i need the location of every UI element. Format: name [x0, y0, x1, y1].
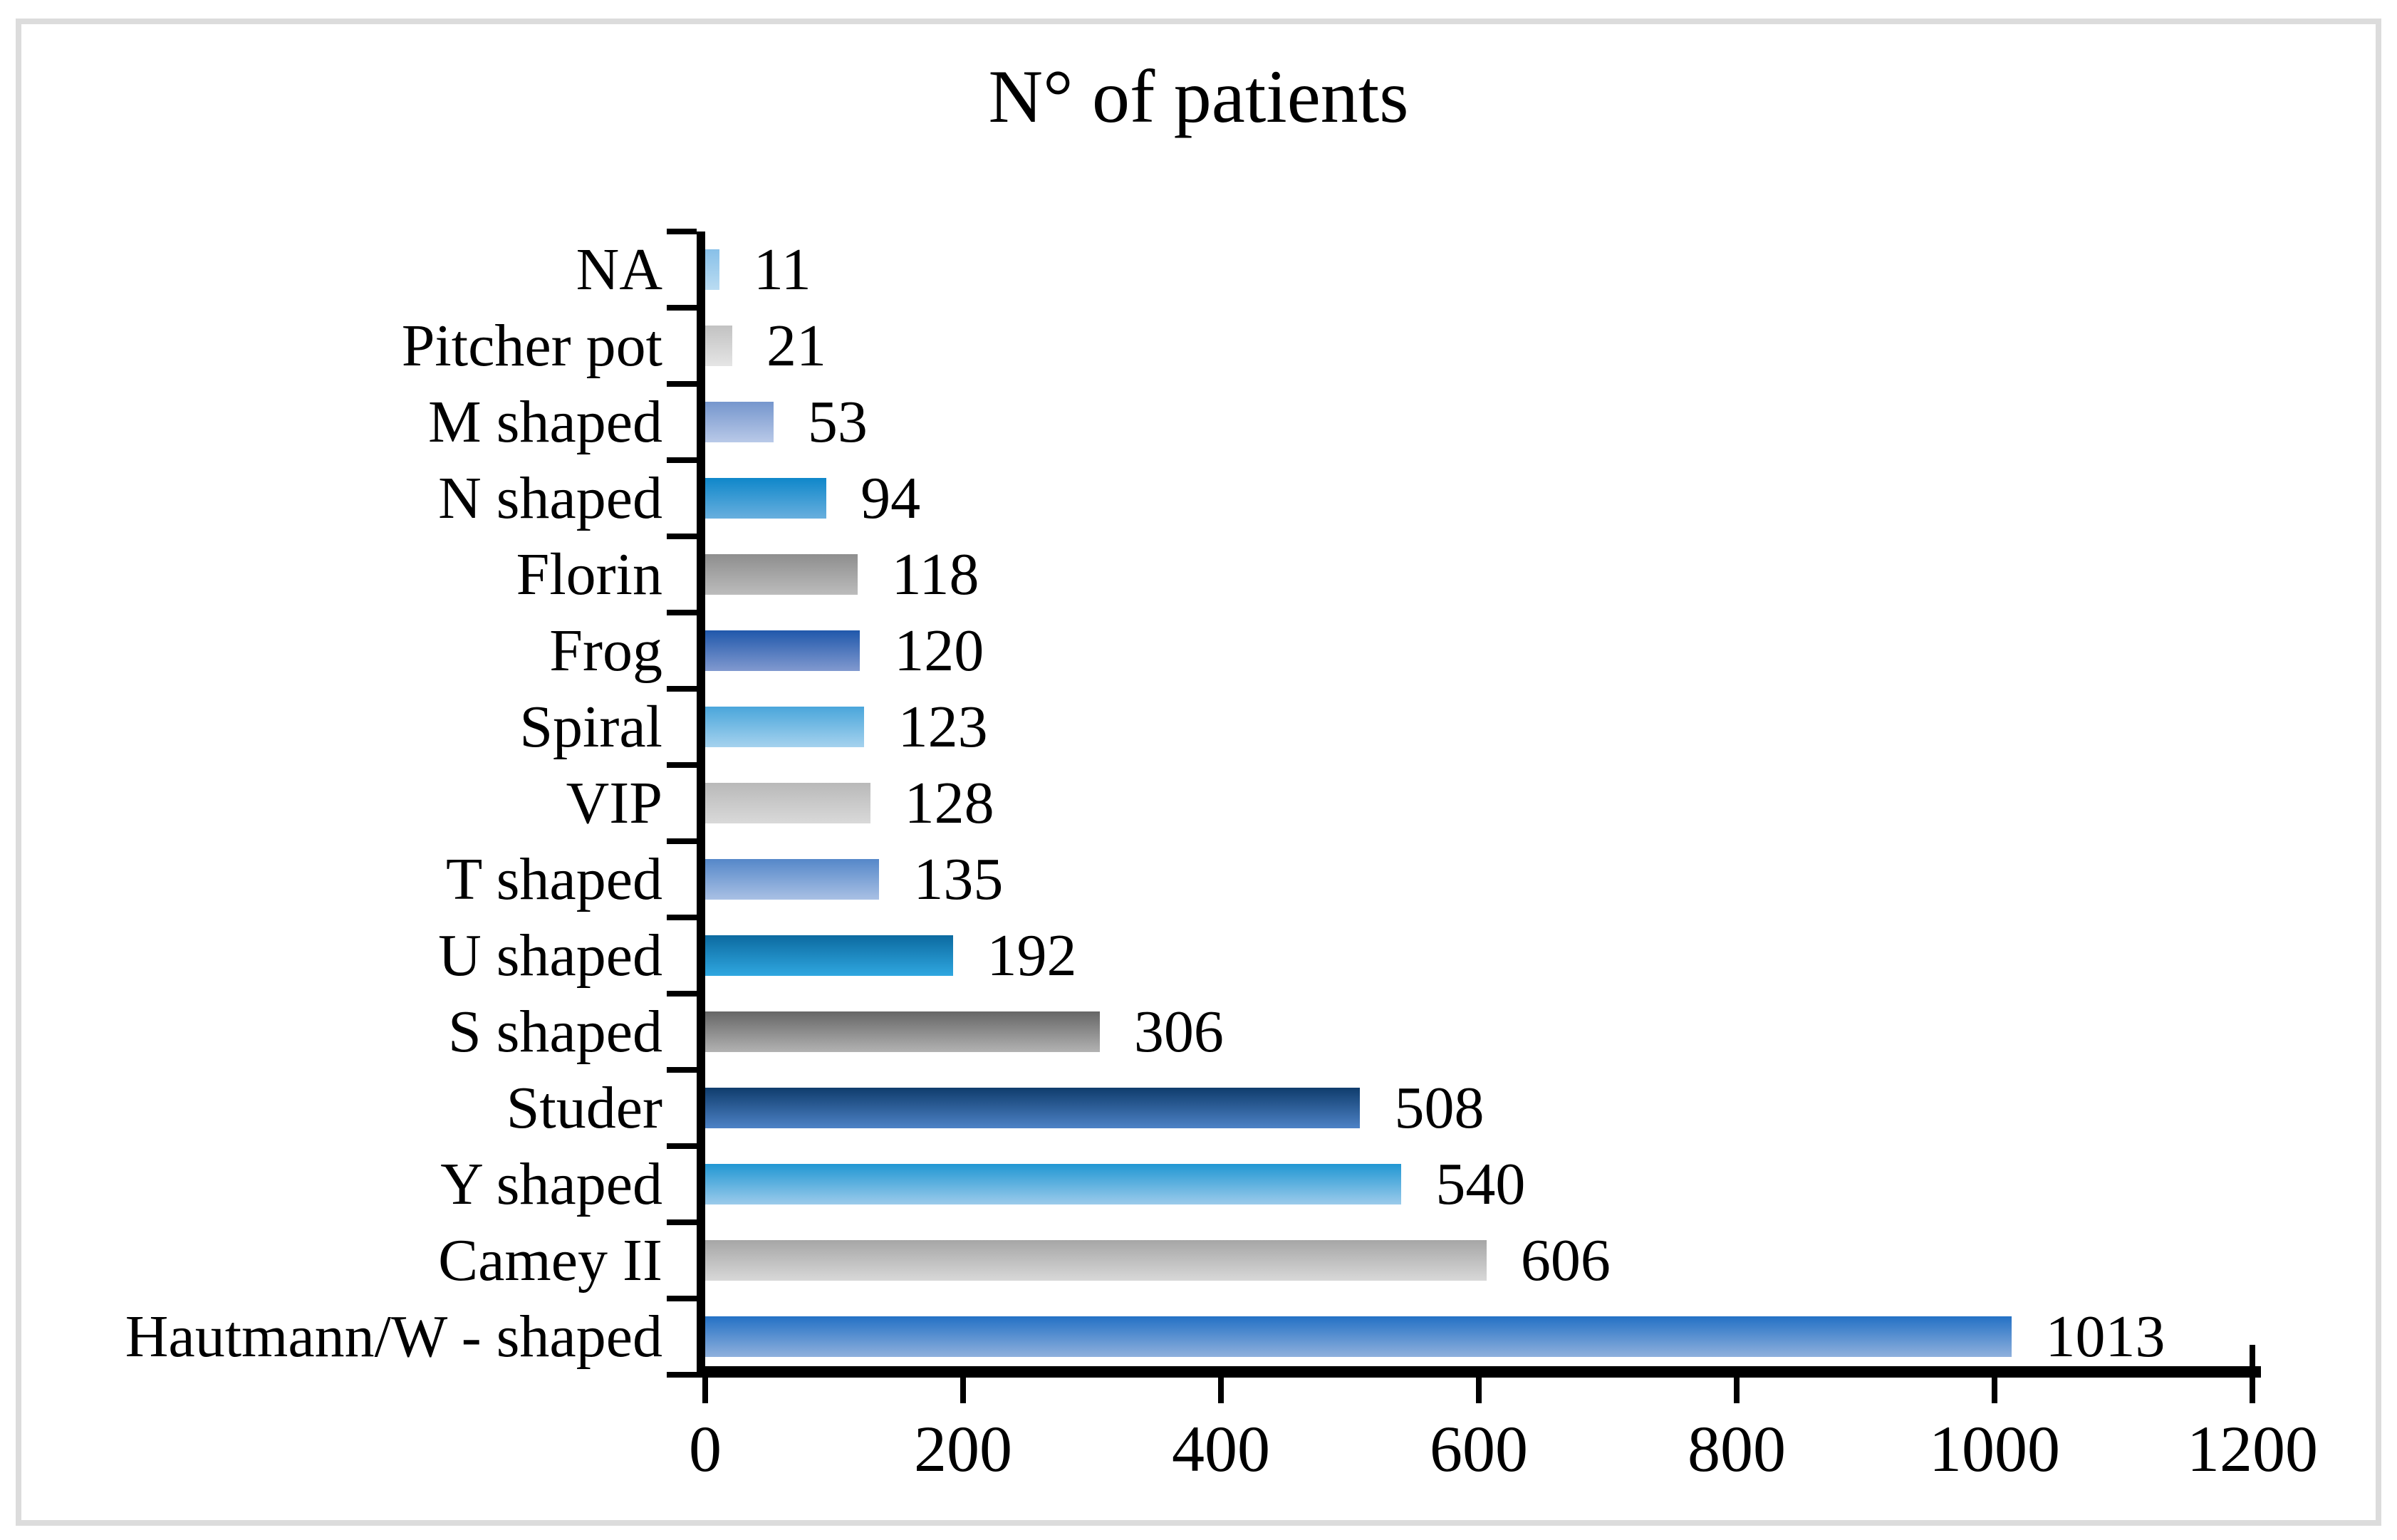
bar	[705, 478, 827, 519]
bar-value-label: 21	[766, 312, 826, 379]
bar-value-label: 1013	[2045, 1303, 2165, 1370]
bar-row: 1013	[705, 1299, 2252, 1375]
bar-value-label: 120	[894, 617, 984, 684]
bar-value-label: 128	[904, 769, 994, 836]
bar	[705, 1164, 1402, 1205]
x-axis-tick	[960, 1378, 966, 1403]
bar-row: 192	[705, 917, 2252, 994]
bar	[705, 249, 719, 290]
bar	[705, 554, 858, 595]
x-axis-line	[697, 1366, 2261, 1378]
x-axis-tick-label: 800	[1688, 1412, 1786, 1485]
y-axis-line	[697, 231, 705, 1378]
bar-row: 21	[705, 308, 2252, 384]
bar-value-label: 540	[1435, 1150, 1526, 1217]
bar-row: 128	[705, 765, 2252, 841]
x-axis-tick	[702, 1378, 708, 1403]
x-axis-tick	[1734, 1378, 1740, 1403]
bar-row: 606	[705, 1222, 2252, 1299]
category-label: Y shaped	[440, 1151, 662, 1217]
y-axis-tick	[667, 762, 697, 768]
bar	[705, 1240, 1487, 1281]
category-label: Pitcher pot	[401, 313, 662, 379]
category-axis-labels: NA Pitcher pot M shaped N shaped Florin Frog S…	[21, 231, 662, 1375]
bar-value-label: 118	[891, 541, 979, 608]
category-label: Studer	[506, 1075, 662, 1141]
category-label: Hautmann/W - shaped	[125, 1304, 662, 1370]
x-axis-tick	[1218, 1378, 1224, 1403]
bar	[705, 630, 860, 671]
bar-row: 123	[705, 689, 2252, 765]
bar	[705, 1316, 2012, 1357]
y-axis-tick	[667, 991, 697, 997]
bar-row: 118	[705, 536, 2252, 613]
bar-value-label: 192	[987, 922, 1077, 989]
x-axis-end-cap	[2250, 1345, 2255, 1366]
x-axis-tick-label: 0	[689, 1412, 722, 1485]
y-axis-tick	[667, 1143, 697, 1149]
x-axis-tick	[2250, 1378, 2255, 1403]
x-axis-tick-label: 200	[914, 1412, 1012, 1485]
y-axis-tick	[667, 534, 697, 539]
category-label: VIP	[566, 770, 662, 836]
x-axis-tick	[1992, 1378, 1997, 1403]
y-axis-tick	[667, 1372, 697, 1378]
bar-value-label: 123	[898, 693, 988, 760]
bar-row: 135	[705, 841, 2252, 917]
y-axis-tick	[667, 381, 697, 387]
bar	[705, 402, 774, 442]
y-axis-tick	[667, 610, 697, 615]
y-axis-tick	[667, 1296, 697, 1301]
bar-row: 94	[705, 460, 2252, 536]
category-label: Camey II	[438, 1227, 662, 1294]
plot-area: 11 21 53 94 118 120 123 128 135 192 306 508 540 606 10…	[705, 231, 2252, 1375]
x-axis-tick-label: 400	[1172, 1412, 1270, 1485]
x-axis-tick	[1476, 1378, 1482, 1403]
bar-value-label: 606	[1520, 1227, 1611, 1294]
category-label: U shaped	[438, 922, 662, 989]
x-axis-tick-label: 600	[1430, 1412, 1528, 1485]
bar-value-label: 306	[1133, 998, 1224, 1065]
y-axis-tick	[667, 305, 697, 311]
bar	[705, 1088, 1361, 1128]
bar-row: 306	[705, 994, 2252, 1070]
bar-row: 120	[705, 613, 2252, 689]
y-axis-tick	[667, 838, 697, 844]
bar	[705, 935, 953, 976]
category-label: Florin	[516, 541, 662, 608]
bar	[705, 707, 864, 747]
bar	[705, 783, 870, 823]
y-axis-tick	[667, 686, 697, 692]
bar-row: 508	[705, 1070, 2252, 1146]
x-axis-tick-label: 1200	[2187, 1412, 2318, 1485]
category-label: N shaped	[438, 465, 662, 531]
bar-row: 11	[705, 231, 2252, 308]
bar	[705, 859, 880, 900]
bar-value-label: 94	[860, 464, 921, 531]
bar-value-label: 508	[1394, 1074, 1485, 1141]
y-axis-tick	[667, 1219, 697, 1225]
bar-value-label: 53	[807, 388, 868, 455]
category-label: Spiral	[519, 694, 662, 760]
bar-row: 53	[705, 384, 2252, 460]
category-label: S shaped	[448, 999, 662, 1065]
bar-value-label: 11	[753, 236, 811, 303]
bar	[705, 326, 732, 366]
category-label: NA	[576, 236, 662, 303]
category-label: T shaped	[445, 846, 662, 912]
category-label: M shaped	[428, 389, 662, 455]
x-axis-tick-label: 1000	[1929, 1412, 2060, 1485]
category-label: Frog	[549, 618, 662, 684]
y-axis-tick	[667, 915, 697, 920]
bar	[705, 1011, 1100, 1052]
y-axis-tick	[667, 1067, 697, 1073]
y-axis-tick	[667, 229, 697, 234]
bar-value-label: 135	[913, 846, 1004, 912]
chart-title: N° of patients	[988, 55, 1409, 138]
y-axis-tick	[667, 457, 697, 463]
bar-row: 540	[705, 1146, 2252, 1222]
